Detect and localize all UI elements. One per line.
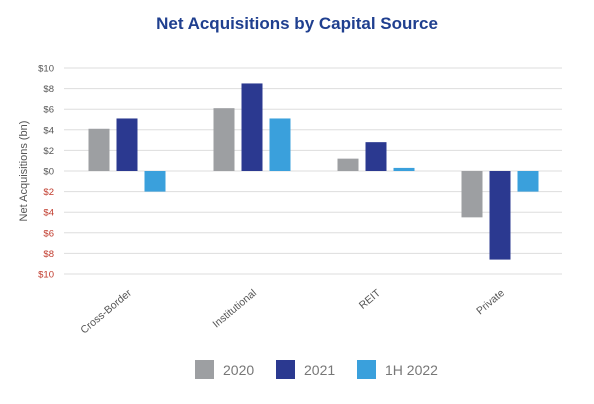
bar-institutional-2021 (241, 83, 263, 171)
bar-reit-2020 (337, 158, 359, 171)
legend-swatch (357, 360, 376, 379)
gridlines (64, 67, 562, 275)
y-tick-label: $0 (43, 167, 54, 178)
y-tick-label: $2 (43, 146, 54, 157)
y-tick-label: $4 (43, 125, 54, 136)
legend-label: 2021 (304, 362, 335, 378)
bar-cross-border-1h-2022 (144, 171, 166, 192)
bar-cross-border-2020 (88, 128, 110, 171)
bar-cross-border-2021 (116, 118, 138, 171)
legend-label: 1H 2022 (385, 362, 438, 378)
bar-institutional-1h-2022 (269, 118, 291, 171)
legend-swatch (276, 360, 295, 379)
bar-private-2020 (461, 171, 483, 218)
category-label: Cross-Border (78, 287, 134, 337)
bar-institutional-2020 (213, 108, 235, 171)
y-tick-label: $4 (43, 208, 54, 219)
legend-swatch (195, 360, 214, 379)
legend-label: 2020 (223, 362, 254, 378)
y-axis-ticks: $10 $8 $6 $4 $2 $0 $2 $4 $6 $8 $10 (38, 64, 54, 281)
bar-reit-2021 (365, 142, 387, 171)
y-axis-label: Net Acquisitions (bn) (18, 121, 30, 222)
y-tick-label: $8 (43, 249, 54, 260)
bar-private-1h-2022 (517, 171, 539, 192)
y-tick-label: $10 (38, 270, 54, 281)
category-label: Private (474, 287, 507, 317)
y-tick-label: $10 (38, 64, 54, 75)
legend: 2020 2021 1H 2022 (195, 360, 438, 379)
category-label: Institutional (211, 287, 259, 330)
y-tick-label: $6 (43, 105, 54, 116)
y-tick-label: $2 (43, 187, 54, 198)
x-axis-category-labels: Cross-Border Institutional REIT Private (78, 287, 507, 337)
bar-reit-1h-2022 (393, 167, 415, 171)
bars (88, 83, 539, 260)
chart-title: Net Acquisitions by Capital Source (156, 14, 438, 33)
bar-private-2021 (489, 171, 511, 260)
y-tick-label: $8 (43, 84, 54, 95)
category-label: REIT (357, 287, 383, 312)
y-tick-label: $6 (43, 228, 54, 239)
